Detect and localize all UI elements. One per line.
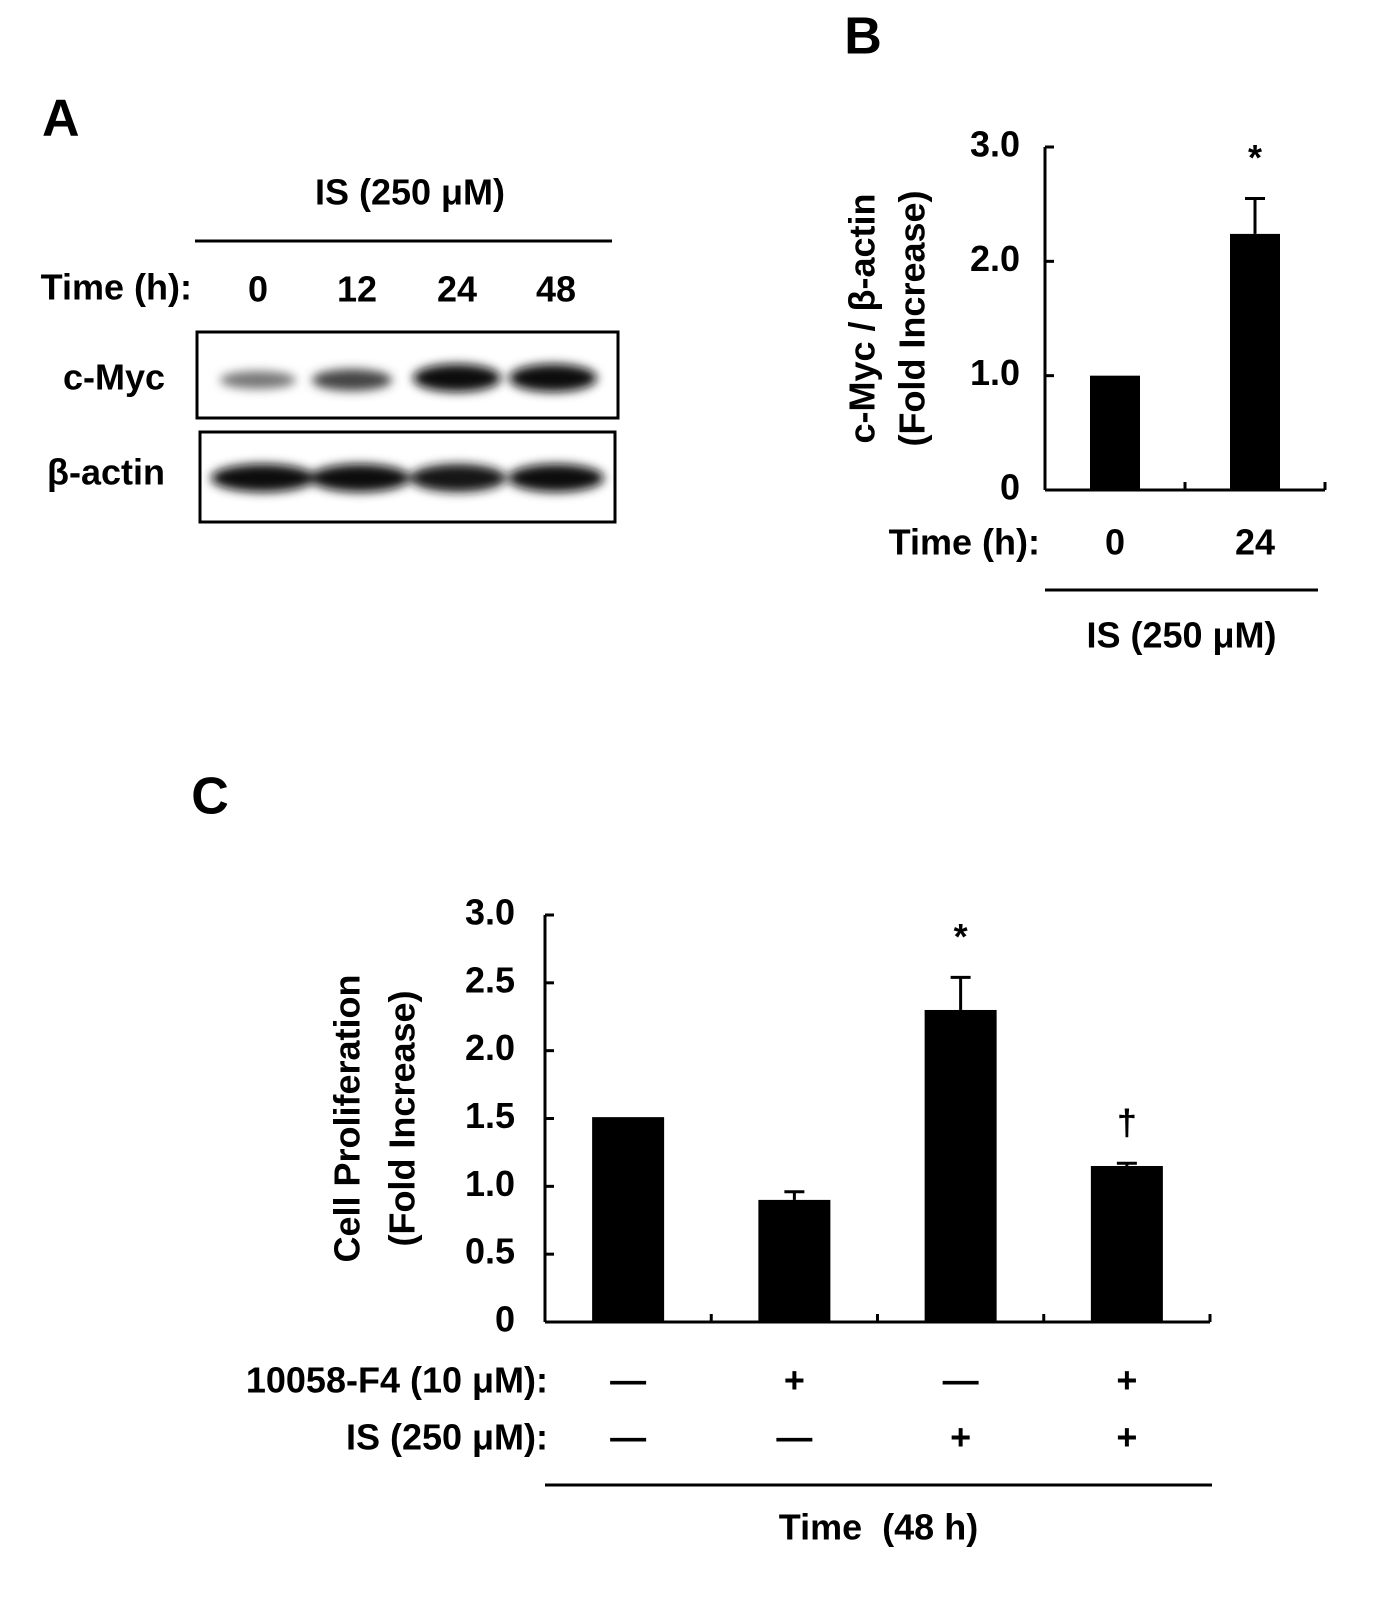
blot-bands (211, 364, 604, 492)
y-tick-label: 0 (1000, 467, 1020, 508)
row-label: c-Myc (63, 357, 165, 398)
y-axis-label: (Fold Increase) (892, 190, 933, 446)
y-tick-label: 0.5 (465, 1231, 515, 1272)
x-tick-label: 24 (1235, 522, 1275, 563)
lane-label: 0 (248, 269, 268, 310)
x-tick-label: 0 (1105, 522, 1125, 563)
bar (924, 1009, 997, 1322)
lane-label: 24 (437, 269, 477, 310)
time-label: Time (h): (41, 267, 192, 308)
condition-value: + (1116, 1417, 1137, 1458)
bar (1090, 375, 1140, 490)
annotation: * (954, 916, 968, 957)
bar (1230, 233, 1280, 491)
y-tick-label: 0 (495, 1299, 515, 1340)
y-tick-label: 2.0 (465, 1027, 515, 1068)
y-tick-label: 1.5 (465, 1095, 515, 1136)
row-label: β-actin (47, 452, 165, 493)
condition-value: + (784, 1360, 805, 1401)
panel-label: C (191, 768, 229, 826)
condition-label: 10058-F4 (10 μM): (246, 1360, 548, 1401)
condition-value: — (610, 1417, 646, 1458)
bar (1090, 1165, 1163, 1322)
panel-label: B (844, 8, 882, 66)
annotation: † (1117, 1102, 1137, 1143)
y-tick-label: 2.0 (970, 238, 1020, 279)
y-tick-label: 2.5 (465, 959, 515, 1000)
x-axis-label: Time (h): (889, 522, 1040, 563)
group-label: Time (48 h) (779, 1507, 978, 1548)
y-tick-label: 3.0 (970, 124, 1020, 165)
lane-label: 48 (536, 269, 576, 310)
y-tick-label: 1.0 (465, 1163, 515, 1204)
y-axis-label: Cell Proliferation (327, 974, 368, 1262)
condition-value: — (943, 1360, 979, 1401)
y-axis-label: c-Myc / β-actin (842, 193, 883, 443)
y-axis-label: (Fold Increase) (382, 990, 423, 1246)
annotation: * (1248, 137, 1262, 178)
condition-value: — (776, 1417, 812, 1458)
condition-value: — (610, 1360, 646, 1401)
panel-label: A (42, 90, 80, 148)
condition-value: + (1116, 1360, 1137, 1401)
lane-label: 12 (337, 269, 377, 310)
condition-value: + (950, 1417, 971, 1458)
y-tick-label: 1.0 (970, 352, 1020, 393)
y-tick-label: 3.0 (465, 892, 515, 933)
bar (758, 1199, 831, 1322)
treatment-label: IS (250 μM) (315, 172, 505, 213)
bar (592, 1117, 665, 1322)
condition-label: IS (250 μM): (346, 1417, 548, 1458)
group-label: IS (250 μM) (1086, 615, 1276, 656)
